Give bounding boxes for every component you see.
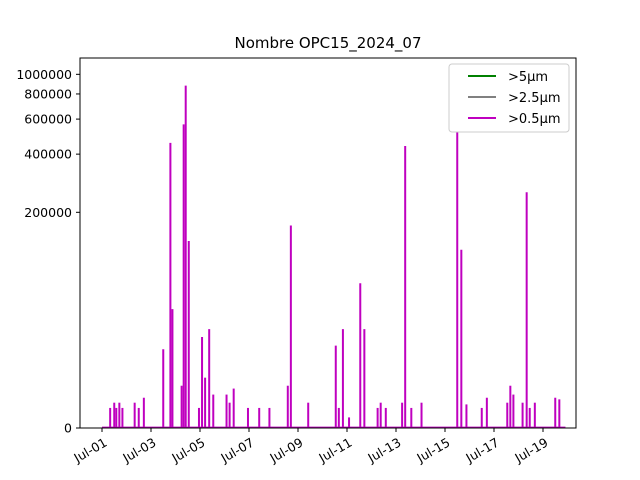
x-tick-label: Jul-09 (266, 435, 305, 466)
x-tick-label: Jul-11 (315, 435, 354, 466)
y-tick-label: 1000000 (16, 67, 72, 82)
x-tick-label: Jul-01 (70, 435, 109, 466)
x-tick-label: Jul-03 (119, 435, 158, 466)
x-tick-label: Jul-13 (364, 435, 403, 466)
legend-label: >5µm (508, 70, 548, 85)
legend-box (448, 63, 570, 133)
plot-area (102, 71, 566, 429)
x-axis: Jul-01 Jul-03 Jul-05 Jul-07 Jul-09 Jul-11 Jul-… (70, 428, 551, 466)
y-tick-label: 600000 (24, 112, 72, 127)
legend: >5µm >2.5µm >0.5µm (448, 63, 570, 133)
legend-label: >0.5µm (508, 112, 561, 127)
y-tick-label: 400000 (24, 147, 72, 162)
y-tick-label: 800000 (24, 86, 72, 101)
plot-frame (79, 57, 577, 429)
x-tick-label: Jul-05 (168, 435, 207, 466)
x-tick-label: Jul-17 (462, 435, 501, 466)
x-tick-label: Jul-15 (413, 435, 452, 466)
y-tick-label: 0 (64, 421, 72, 436)
chart-title: Nombre OPC15_2024_07 (234, 34, 421, 53)
legend-label: >2.5µm (508, 91, 561, 106)
x-tick-label: Jul-19 (511, 435, 550, 466)
x-tick-label: Jul-07 (217, 435, 256, 466)
y-axis: 0 200000 400000 600000 800000 1000000 (16, 67, 80, 436)
y-tick-label: 200000 (24, 205, 72, 220)
